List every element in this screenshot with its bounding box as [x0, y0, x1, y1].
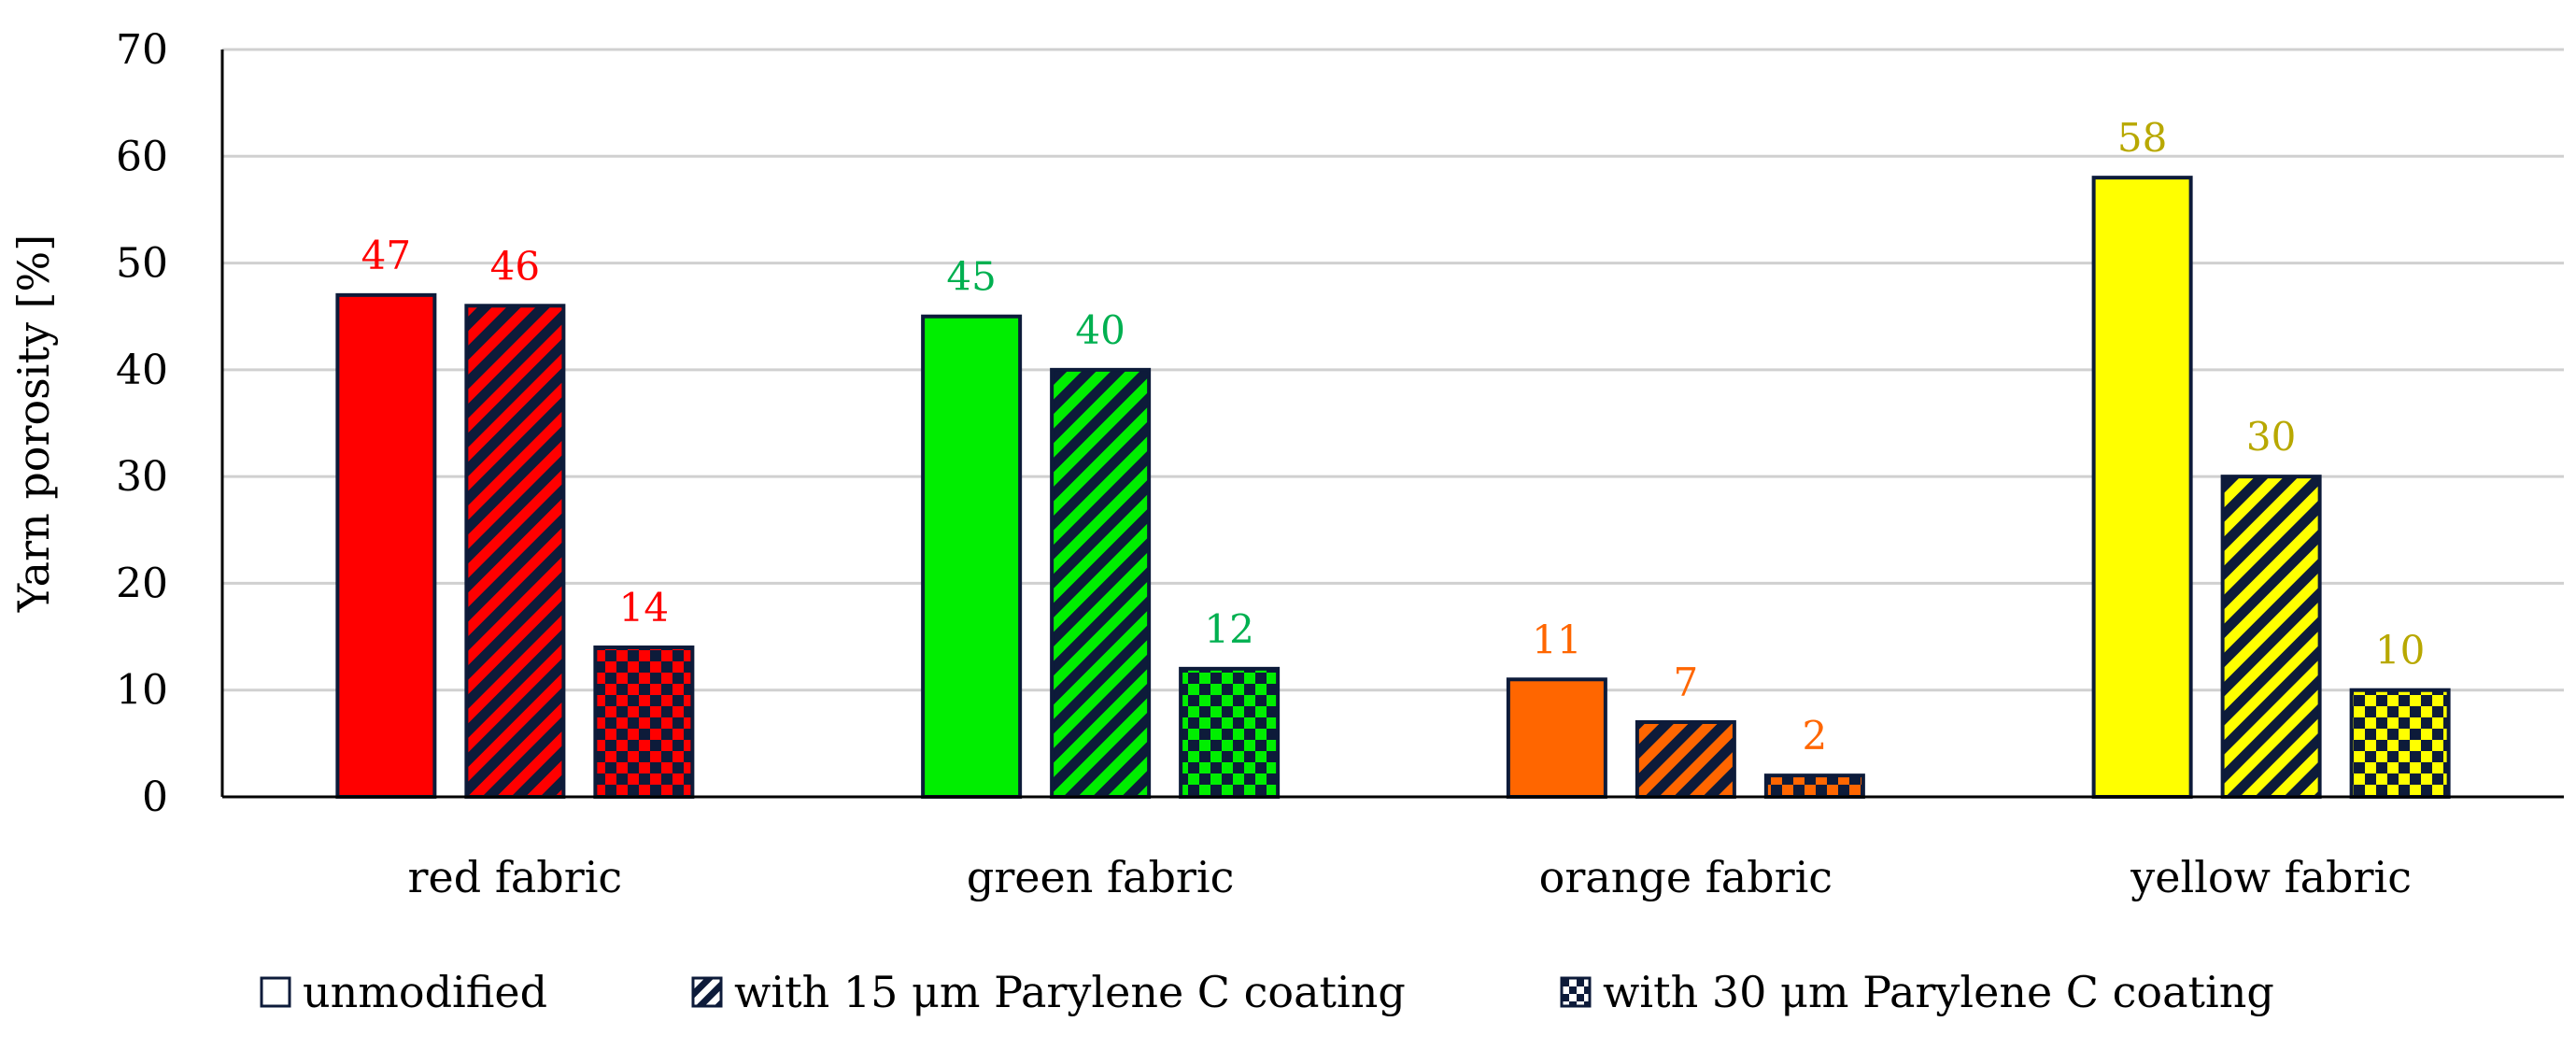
gridlines — [222, 48, 2564, 692]
data-label: 7 — [1674, 660, 1699, 705]
y-tick-label: 60 — [116, 133, 168, 180]
bar-red-fabric-series-3 — [593, 646, 695, 799]
legend-swatch — [260, 976, 291, 1008]
x-tick-label: green fabric — [967, 852, 1235, 902]
legend-swatch — [691, 976, 723, 1008]
legend-item: with 30 μm Parylene C coating — [1560, 967, 2274, 1017]
legend: unmodified with 15 μm Parylene C coating w… — [260, 967, 2274, 1017]
bar-red-fabric-series-1 — [335, 292, 437, 800]
bar-green-fabric-series-1 — [921, 314, 1023, 799]
y-axis-label: Yarn porosity [%] — [8, 234, 59, 613]
bars — [335, 176, 2451, 800]
legend-item: unmodified — [260, 967, 547, 1017]
data-label: 10 — [2375, 628, 2425, 674]
legend-label: unmodified — [303, 967, 547, 1017]
axes: 0 10 20 30 40 50 60 70 red fabric green fabric ora… — [116, 26, 2564, 902]
bar-red-fabric-series-2 — [464, 304, 566, 799]
data-label: 2 — [1803, 713, 1828, 759]
y-tick-label: 0 — [142, 773, 168, 821]
data-label: 11 — [1532, 617, 1581, 662]
bar-orange-fabric-series-3 — [1763, 773, 1865, 800]
bar-yellow-fabric-series-3 — [2349, 688, 2451, 800]
legend-swatch — [1560, 976, 1592, 1008]
data-label: 12 — [1204, 606, 1253, 652]
data-label: 45 — [946, 254, 996, 300]
data-label: 14 — [619, 585, 669, 631]
legend-item: with 15 μm Parylene C coating — [691, 967, 1406, 1017]
data-label: 40 — [1075, 307, 1125, 353]
data-label: 46 — [490, 243, 540, 289]
data-labels: 47 46 14 45 40 12 11 7 2 58 30 10 — [361, 115, 2426, 759]
bar-orange-fabric-series-2 — [1635, 720, 1736, 799]
y-tick-label: 20 — [116, 560, 168, 607]
x-tick-label: red fabric — [408, 852, 623, 902]
bar-green-fabric-series-2 — [1050, 367, 1152, 799]
y-tick-label: 40 — [116, 347, 168, 394]
bar-orange-fabric-series-1 — [1506, 677, 1607, 799]
x-tick-label: yellow fabric — [2130, 852, 2412, 902]
bar-yellow-fabric-series-2 — [2220, 475, 2322, 799]
bar-yellow-fabric-series-1 — [2091, 176, 2193, 799]
data-label: 58 — [2117, 115, 2167, 161]
y-tick-label: 10 — [116, 667, 168, 715]
data-label: 30 — [2246, 414, 2296, 460]
legend-label: with 30 μm Parylene C coating — [1603, 967, 2274, 1017]
x-tick-label: orange fabric — [1539, 852, 1833, 902]
legend-label: with 15 μm Parylene C coating — [734, 967, 1406, 1017]
bar-green-fabric-series-3 — [1179, 666, 1281, 799]
data-label: 47 — [361, 233, 411, 278]
y-tick-label: 30 — [116, 453, 168, 501]
y-tick-label: 50 — [116, 240, 168, 288]
y-tick-label: 70 — [116, 26, 168, 74]
